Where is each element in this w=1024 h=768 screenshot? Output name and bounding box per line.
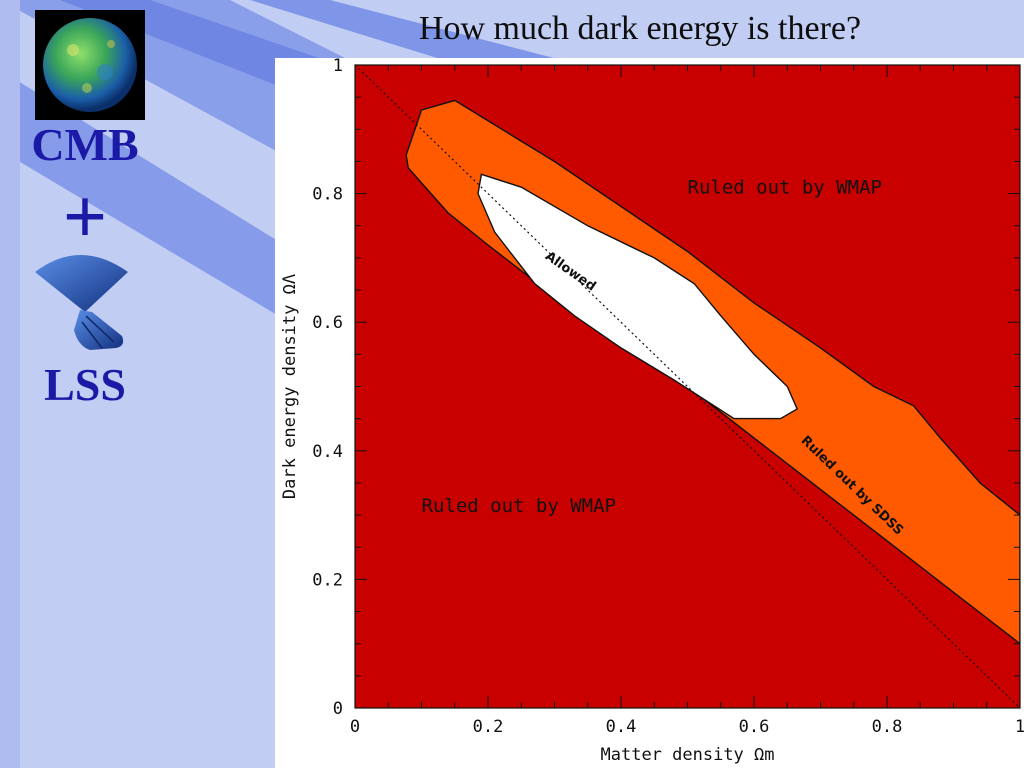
x-tick-label: 0 — [350, 717, 360, 737]
y-tick-label: 0.8 — [312, 185, 343, 205]
y-axis-label: Dark energy density ΩΛ — [280, 274, 300, 499]
y-tick-label: 0.6 — [312, 313, 343, 333]
x-axis-label: Matter density Ωm — [601, 745, 775, 765]
y-tick-label: 0 — [333, 699, 343, 719]
x-tick-label: 0.4 — [606, 717, 637, 737]
slide-title: How much dark energy is there? — [418, 10, 862, 47]
flat-universe-line — [355, 65, 1020, 708]
label-wmap-lower: Ruled out by WMAP — [422, 495, 616, 517]
x-tick-label: 1 — [1015, 717, 1024, 737]
plus-label: + — [62, 173, 108, 260]
label-wmap-upper: Ruled out by WMAP — [688, 177, 882, 199]
region-allowed — [477, 173, 799, 420]
cmb-sky-map-icon — [35, 10, 145, 120]
x-tick-label: 0.2 — [473, 717, 504, 737]
cmb-label: CMB — [31, 119, 139, 170]
y-tick-label: 1 — [333, 58, 343, 76]
x-tick-label: 0.6 — [739, 717, 770, 737]
survey-cone-icon — [35, 255, 128, 350]
y-tick-label: 0.2 — [312, 570, 343, 590]
lss-label: LSS — [44, 359, 126, 410]
y-tick-label: 0.4 — [312, 442, 343, 462]
x-tick-label: 0.8 — [872, 717, 903, 737]
